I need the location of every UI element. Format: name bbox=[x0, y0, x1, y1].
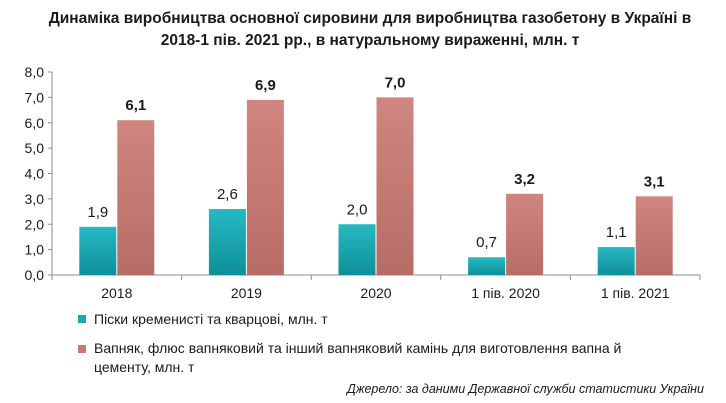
bar-sand bbox=[338, 224, 376, 275]
bar-sand bbox=[79, 226, 117, 275]
y-tick-label: 1,0 bbox=[25, 242, 45, 258]
legend-label-limestone: Вапняк, флюс вапняковий та інший вапняко… bbox=[94, 340, 622, 375]
chart-title: Динаміка виробництва основної сировини д… bbox=[48, 10, 692, 49]
y-tick-label: 8,0 bbox=[25, 64, 45, 80]
bar-sand bbox=[597, 247, 635, 275]
y-tick-label: 6,0 bbox=[25, 115, 45, 131]
data-label-sand: 1,9 bbox=[87, 204, 108, 221]
bars bbox=[79, 97, 673, 276]
x-tick-label: 2020 bbox=[360, 285, 391, 301]
data-label-sand: 0,7 bbox=[476, 234, 497, 251]
data-labels: 1,9 6,1 2,6 6,9 2,0 7,0 0,7 3,2 1,1 3,1 bbox=[87, 74, 664, 251]
data-label-limestone: 6,9 bbox=[255, 77, 276, 94]
data-label-limestone: 6,1 bbox=[125, 97, 146, 114]
x-tick-label: 1 пів. 2020 bbox=[471, 285, 540, 301]
y-tick-label: 2,0 bbox=[25, 216, 45, 232]
data-label-sand: 1,1 bbox=[606, 224, 627, 241]
axes: 0,0 1,0 2,0 3,0 4,0 5,0 6,0 7,0 8,0 2018 2019 2020 1… bbox=[25, 64, 701, 301]
bar-sand bbox=[208, 209, 246, 275]
legend-item-sand: Піски кременисті та кварцові, млн. т bbox=[78, 310, 328, 329]
bar-limestone bbox=[376, 97, 414, 275]
bar-limestone bbox=[506, 193, 544, 275]
y-tick-label: 7,0 bbox=[25, 89, 45, 105]
bar-limestone bbox=[635, 196, 673, 275]
x-tick-label: 2019 bbox=[231, 285, 262, 301]
y-tick-label: 5,0 bbox=[25, 140, 45, 156]
data-label-sand: 2,6 bbox=[217, 186, 238, 203]
bar-limestone bbox=[117, 120, 155, 276]
data-label-sand: 2,0 bbox=[347, 201, 368, 218]
bar-sand bbox=[468, 257, 506, 275]
legend-label-sand: Піски кременисті та кварцові, млн. т bbox=[94, 311, 328, 327]
y-tick-label: 3,0 bbox=[25, 191, 45, 207]
bar-limestone bbox=[246, 99, 284, 275]
legend-item-limestone: Вапняк, флюс вапняковий та інший вапняко… bbox=[78, 339, 668, 377]
x-tick-label: 1 пів. 2021 bbox=[601, 285, 670, 301]
data-label-limestone: 3,2 bbox=[514, 171, 535, 188]
legend-swatch-limestone bbox=[78, 345, 86, 353]
x-tick-label: 2018 bbox=[101, 285, 132, 301]
legend-swatch-sand bbox=[78, 315, 86, 323]
y-tick-label: 0,0 bbox=[25, 267, 45, 283]
data-label-limestone: 3,1 bbox=[644, 173, 665, 190]
y-tick-label: 4,0 bbox=[25, 166, 45, 182]
data-label-limestone: 7,0 bbox=[385, 74, 406, 91]
source-note: Джерело: за даними Державної служби стат… bbox=[347, 382, 704, 396]
